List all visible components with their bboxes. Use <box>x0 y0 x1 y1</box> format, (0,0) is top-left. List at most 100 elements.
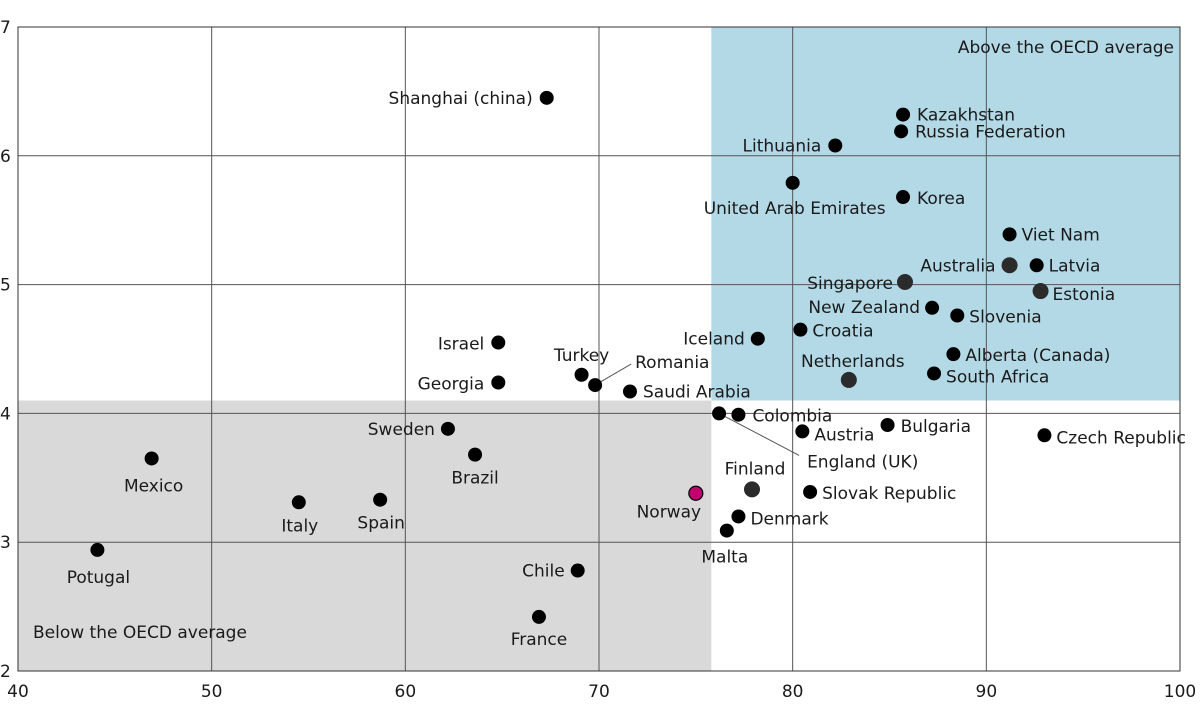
below-average-label: Below the OECD average <box>33 623 247 643</box>
point-label: Austria <box>814 425 874 445</box>
data-point-new-zealand <box>925 300 940 315</box>
point-label: Latvia <box>1049 256 1101 276</box>
point-label: Bulgaria <box>901 417 972 437</box>
point-label: Turkey <box>553 346 609 366</box>
x-axis-ticks: 40 50 60 70 80 90 100 <box>7 682 1196 702</box>
data-point-turkey <box>574 367 589 382</box>
data-point-latvia <box>1029 258 1044 273</box>
data-point-netherlands <box>840 371 857 388</box>
point-label: Colombia <box>752 407 832 427</box>
point-label: Brazil <box>451 469 498 489</box>
data-point-slovak-republic <box>803 484 818 499</box>
point-labels: Above the OECD average Below the OECD ave… <box>33 38 1186 650</box>
point-label: Singapore <box>807 274 893 294</box>
point-label: United Arab Emirates <box>704 199 886 219</box>
y-tick-label: 3 <box>0 533 11 553</box>
point-label: Slovak Republic <box>822 484 956 504</box>
y-tick-label: 4 <box>0 404 11 424</box>
point-label: Viet Nam <box>1022 225 1100 245</box>
point-label: Czech Republic <box>1056 428 1185 448</box>
data-point-colombia <box>731 407 746 422</box>
regions <box>18 27 1180 671</box>
data-point-lithuania <box>828 138 843 153</box>
point-label: Croatia <box>812 322 873 342</box>
data-point-brazil <box>468 447 483 462</box>
data-point-alberta-canada <box>946 347 961 362</box>
y-axis-ticks: 2 3 4 5 6 7 <box>0 18 11 682</box>
x-tick-label: 90 <box>976 682 998 702</box>
point-label: Georgia <box>418 374 485 394</box>
data-point-russia-federation <box>894 124 909 139</box>
data-point-slovenia <box>950 308 965 323</box>
plot-frame <box>17 26 1181 672</box>
leader-line <box>718 412 800 456</box>
x-tick-label: 60 <box>395 682 417 702</box>
point-label: Norway <box>637 502 702 522</box>
data-point-iceland <box>750 331 765 346</box>
point-label: Mexico <box>124 476 183 496</box>
point-label: Finland <box>725 459 786 479</box>
point-label: Estonia <box>1053 285 1116 305</box>
data-points <box>90 90 1052 624</box>
x-tick-label: 40 <box>7 682 29 702</box>
data-point-south-africa <box>927 366 942 381</box>
data-point-viet-nam <box>1002 227 1017 242</box>
point-label: Lithuania <box>743 136 822 156</box>
point-label: Malta <box>701 548 748 568</box>
data-point-norway <box>688 485 704 501</box>
data-point-france <box>531 609 546 624</box>
x-tick-label: 70 <box>588 682 610 702</box>
point-label: Kazakhstan <box>917 106 1015 126</box>
data-point-singapore <box>896 274 913 291</box>
point-label: Iceland <box>683 330 745 350</box>
point-label: Saudi Arabia <box>643 383 751 403</box>
data-point-england-uk <box>712 406 727 421</box>
point-label: England (UK) <box>807 452 918 472</box>
data-point-georgia <box>491 375 506 390</box>
data-point-sweden <box>440 421 455 436</box>
point-label: New Zealand <box>808 298 920 318</box>
point-label: Sweden <box>368 420 435 440</box>
data-point-estonia <box>1032 283 1049 300</box>
data-point-korea <box>896 190 911 205</box>
y-tick-label: 2 <box>0 662 11 682</box>
data-point-saudi-arabia <box>622 384 637 399</box>
data-point-finland <box>743 481 760 498</box>
point-label: Israel <box>438 335 484 355</box>
data-point-romania <box>588 378 603 393</box>
y-tick-label: 6 <box>0 147 11 167</box>
point-label: Shanghai (china) <box>389 89 533 109</box>
point-label: Slovenia <box>969 308 1041 328</box>
point-label: South Africa <box>946 367 1049 387</box>
point-label: Korea <box>917 189 965 209</box>
data-point-kazakhstan <box>896 107 911 122</box>
data-point-bulgaria <box>880 417 895 432</box>
data-point-potugal <box>90 542 105 557</box>
data-point-spain <box>373 492 388 507</box>
point-label: Australia <box>920 256 995 276</box>
x-tick-label: 50 <box>201 682 223 702</box>
point-label: Netherlands <box>801 352 905 372</box>
data-point-austria <box>795 424 810 439</box>
y-tick-label: 5 <box>0 276 11 296</box>
point-label: Chile <box>522 562 565 582</box>
point-label: Romania <box>635 353 709 373</box>
data-point-united-arab-emirates <box>785 175 800 190</box>
data-point-mexico <box>144 451 159 466</box>
data-point-malta <box>719 523 734 538</box>
y-tick-label: 7 <box>0 18 11 38</box>
point-label: Alberta (Canada) <box>965 346 1110 366</box>
data-point-shanghai-china <box>539 90 554 105</box>
below-average-region <box>18 400 712 671</box>
data-point-chile <box>570 563 585 578</box>
point-label: Denmark <box>750 509 828 529</box>
point-label: Russia Federation <box>915 122 1066 142</box>
x-tick-label: 80 <box>782 682 804 702</box>
above-average-region <box>711 27 1180 401</box>
data-point-israel <box>491 335 506 350</box>
data-point-croatia <box>793 322 808 337</box>
point-label: Potugal <box>67 568 130 588</box>
data-point-denmark <box>731 509 746 524</box>
above-average-label: Above the OECD average <box>958 38 1174 58</box>
